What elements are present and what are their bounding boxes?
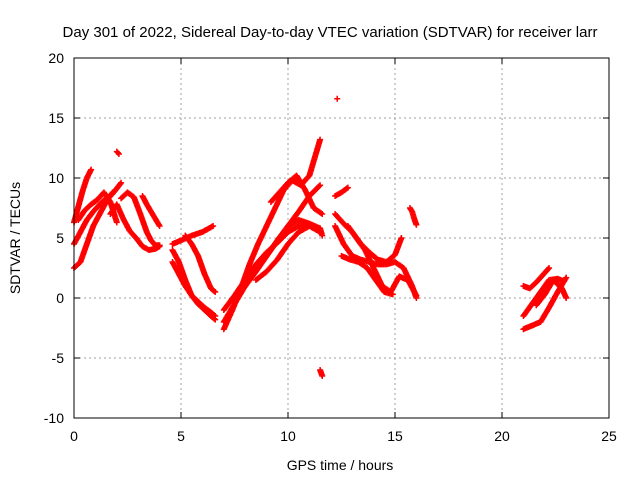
data-point <box>109 189 116 196</box>
series-arc18 <box>252 223 324 283</box>
y-tick-label: -10 <box>44 410 64 426</box>
series-arc12 <box>182 232 219 295</box>
data-point <box>344 184 351 191</box>
data-point <box>318 210 325 217</box>
data-point <box>319 373 326 379</box>
series-arc1 <box>71 166 95 226</box>
data-point <box>114 149 121 156</box>
data-point <box>316 183 323 190</box>
data-point <box>317 136 324 143</box>
y-axis-label: SDTVAR / TECUs <box>7 182 23 294</box>
series-arc5 <box>113 148 122 157</box>
series-arc27 <box>520 265 553 292</box>
series-arc17 <box>267 172 326 217</box>
series-arc6 <box>107 201 163 253</box>
series-arc9 <box>169 223 217 247</box>
data-point <box>113 219 120 226</box>
plot-frame <box>73 57 610 419</box>
data-point <box>546 265 553 271</box>
grid-lines <box>74 58 609 418</box>
series-arc21 <box>332 184 351 199</box>
series-arc28 <box>520 274 570 333</box>
x-axis-label: GPS time / hours <box>287 457 394 473</box>
data-point <box>156 223 163 229</box>
x-tick-label: 25 <box>601 428 617 444</box>
y-tick-label: 15 <box>48 110 64 126</box>
x-tick-label: 10 <box>280 428 296 444</box>
y-tick-label: 10 <box>48 170 64 186</box>
data-point <box>398 235 405 241</box>
data-point <box>211 312 218 319</box>
series-arc23 <box>332 223 420 301</box>
data-point <box>317 182 324 189</box>
series-arc20 <box>334 95 341 102</box>
data-point <box>108 190 115 197</box>
y-tick-label: 5 <box>56 230 64 246</box>
x-tick-label: 5 <box>177 428 185 444</box>
data-point <box>319 232 326 239</box>
data-point <box>319 211 326 217</box>
y-tick-label: 20 <box>48 50 64 66</box>
series-arc3 <box>71 189 116 271</box>
data-point <box>212 289 219 295</box>
data-point <box>211 288 218 295</box>
series-arc11 <box>169 259 219 319</box>
tick-labels: 0 5 10 15 20 25 -10 -5 0 5 10 15 20 <box>44 50 617 444</box>
data-point <box>156 242 163 249</box>
data-point <box>88 166 95 173</box>
chart-title: Day 301 of 2022, Sidereal Day-to-day VTE… <box>63 24 598 41</box>
data-point <box>413 221 420 228</box>
data-point <box>334 95 341 102</box>
series-arc25 <box>338 253 396 298</box>
data-point <box>413 292 420 299</box>
series-arc8 <box>139 193 163 229</box>
x-tick-label: 15 <box>387 428 403 444</box>
data-points <box>71 95 570 379</box>
y-tick-label: 0 <box>56 290 64 306</box>
series-arc19 <box>317 367 326 379</box>
x-tick-label: 0 <box>70 428 78 444</box>
data-point <box>115 151 122 157</box>
data-point <box>212 313 219 319</box>
data-point <box>343 185 350 192</box>
series-arc26 <box>406 205 420 228</box>
y-tick-label: -5 <box>52 350 65 366</box>
data-point <box>389 291 396 298</box>
data-point <box>561 278 568 285</box>
data-point <box>563 295 570 301</box>
data-point <box>117 180 124 187</box>
data-point <box>545 266 552 273</box>
series-arc30 <box>533 277 570 309</box>
data-point <box>563 274 570 281</box>
data-point <box>118 179 125 186</box>
data-point <box>317 225 324 232</box>
x-tick-label: 20 <box>494 428 510 444</box>
data-point <box>210 223 217 229</box>
series-arc7 <box>118 189 163 249</box>
